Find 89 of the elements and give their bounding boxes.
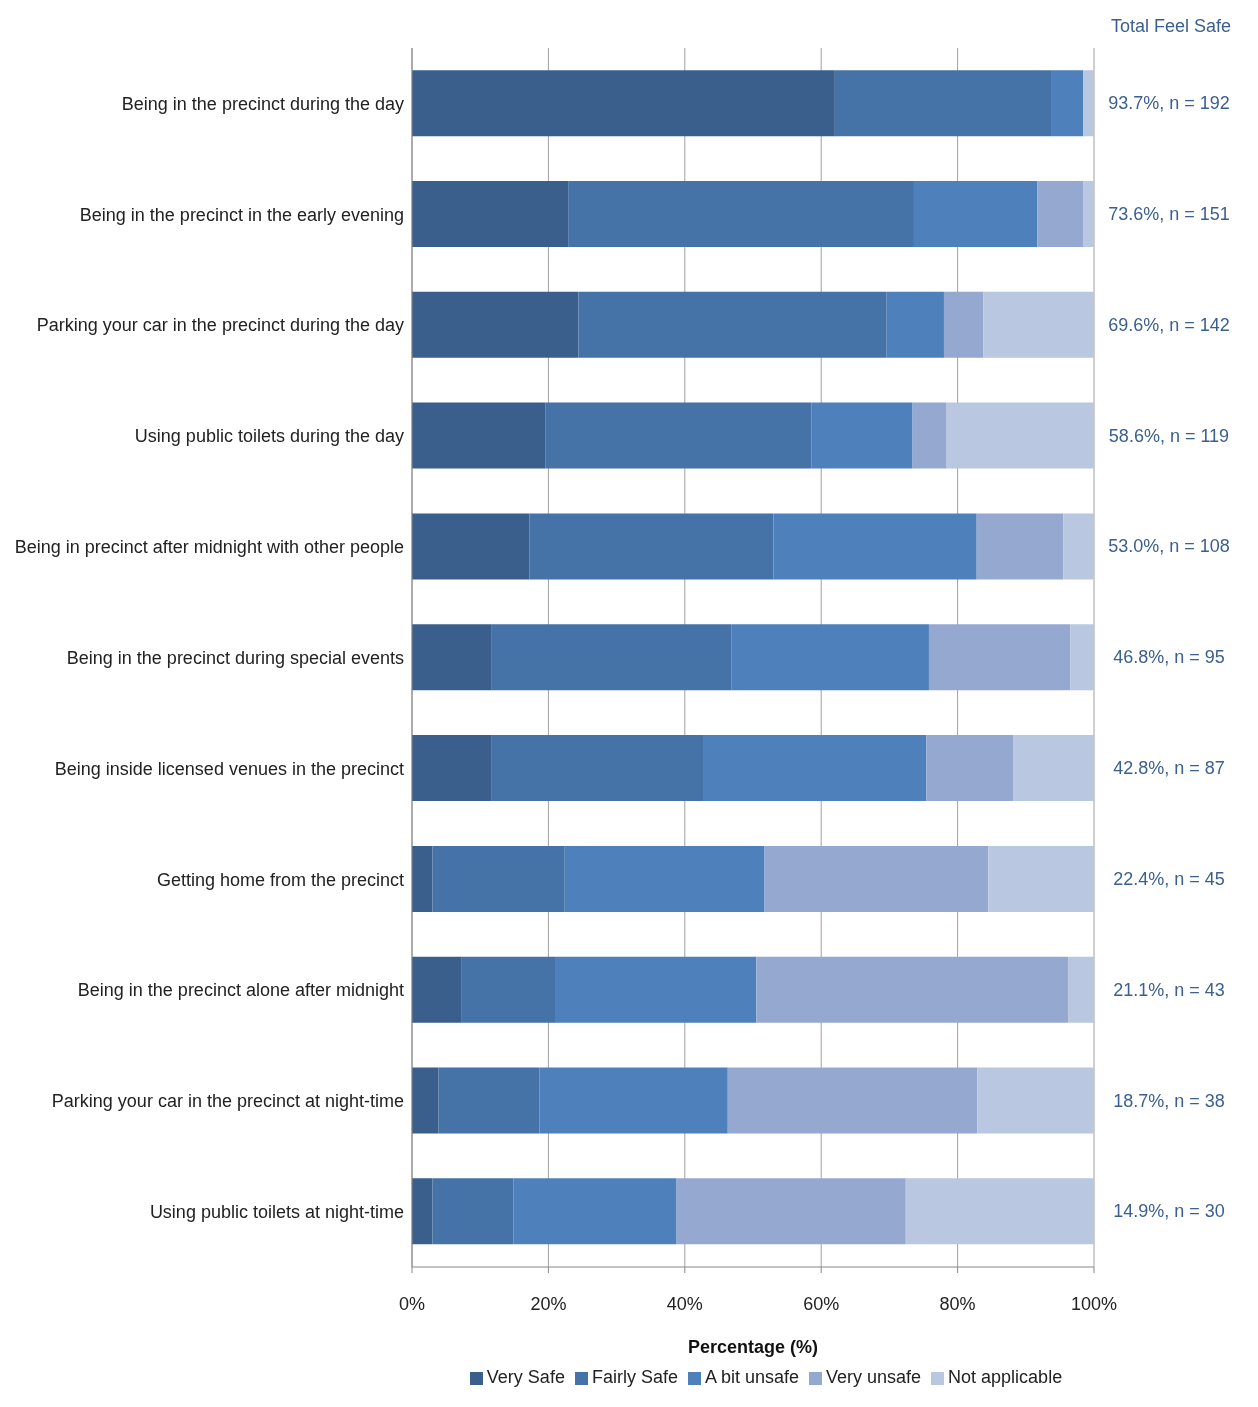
text: 69.6%, n = 142 <box>1108 314 1230 335</box>
bar <box>988 845 1094 912</box>
legend-label: Not applicable <box>948 1367 1063 1387</box>
y-tick-label: Getting home from the precinct <box>156 869 404 890</box>
y-tick-label: Being in the precinct alone after midnight <box>77 980 404 1001</box>
bar <box>539 1067 728 1134</box>
y-tick-label: Parking your car in the precinct during the day <box>36 315 404 336</box>
bar <box>811 402 913 469</box>
bar <box>731 624 929 691</box>
bar <box>1068 956 1094 1023</box>
x-tick-label: 100% <box>1070 1293 1118 1314</box>
text: 18.7%, n = 38 <box>1113 1090 1225 1111</box>
bar <box>412 845 433 912</box>
bar <box>491 735 704 802</box>
y-tick-label: Being in the precinct in the early evening <box>79 204 404 225</box>
text: 14.9%, n = 30 <box>1113 1201 1225 1222</box>
legend-label: A bit unsafe <box>704 1367 799 1387</box>
x-tick-label: 40% <box>666 1293 703 1314</box>
y-tick-label: Using public toilets at night-time <box>149 1201 404 1222</box>
bar <box>764 845 989 912</box>
bar <box>676 1178 906 1245</box>
text: 22.4%, n = 45 <box>1113 868 1225 889</box>
bar <box>555 956 757 1023</box>
bar <box>513 1178 677 1245</box>
bar <box>412 735 492 802</box>
y-tick-label: Parking your car in the precinct at night-time <box>51 1091 404 1112</box>
x-tick-label: 20% <box>530 1293 567 1314</box>
bar <box>432 1178 514 1245</box>
bar <box>912 402 947 469</box>
bar <box>983 291 1094 358</box>
text: 93.7%, n = 192 <box>1108 93 1230 114</box>
y-tick-label: Being in the precinct during the day <box>121 93 404 114</box>
legend-label: Very Safe <box>486 1367 565 1387</box>
bar <box>432 845 565 912</box>
bar <box>568 180 914 247</box>
text: 53.0%, n = 108 <box>1108 536 1230 557</box>
bar <box>703 735 927 802</box>
legend-label: Very unsafe <box>826 1367 922 1387</box>
bar <box>1070 624 1094 691</box>
y-tick-label: Being in the precinct during special events <box>66 647 404 668</box>
bar <box>756 956 1069 1023</box>
bar <box>886 291 944 358</box>
bar <box>727 1067 978 1134</box>
bar <box>976 513 1064 580</box>
bar <box>834 70 1052 137</box>
y-tick-label: Being inside licensed venues in the precinct <box>54 758 404 779</box>
bar <box>438 1067 540 1134</box>
bar <box>491 624 732 691</box>
bar <box>1063 513 1094 580</box>
bar <box>1037 180 1084 247</box>
text: 21.1%, n = 43 <box>1113 979 1225 1000</box>
text: 58.6%, n = 119 <box>1108 425 1230 446</box>
bar <box>1051 70 1084 137</box>
bar <box>412 956 462 1023</box>
bar <box>1083 70 1094 137</box>
bar <box>564 845 765 912</box>
bar <box>1083 180 1094 247</box>
x-tick-label: 60% <box>803 1293 840 1314</box>
bar <box>412 1067 439 1134</box>
x-tick-label: 80% <box>939 1293 976 1314</box>
bar <box>529 513 774 580</box>
y-tick-label: Using public toilets during the day <box>134 426 404 447</box>
bar <box>913 180 1038 247</box>
bar <box>905 1178 1094 1245</box>
bar <box>412 180 569 247</box>
text: 73.6%, n = 151 <box>1108 203 1230 224</box>
bar <box>928 624 1071 691</box>
text: 46.8%, n = 95 <box>1113 647 1225 668</box>
bar <box>977 1067 1094 1134</box>
bar <box>412 624 492 691</box>
bar <box>412 402 546 469</box>
bar <box>773 513 977 580</box>
bar <box>461 956 556 1023</box>
bar <box>545 402 812 469</box>
bar <box>412 70 835 137</box>
x-tick-label: 0% <box>398 1293 426 1314</box>
bar <box>412 1178 433 1245</box>
legend-label: Fairly Safe <box>591 1367 678 1387</box>
bar <box>1013 735 1094 802</box>
text: Total Feel Safe <box>1109 16 1233 37</box>
bar <box>946 402 1094 469</box>
bar <box>926 735 1014 802</box>
y-tick-label: Being in precinct after midnight with other people <box>14 537 404 558</box>
text: 42.8%, n = 87 <box>1113 758 1225 779</box>
bar <box>578 291 887 358</box>
bar <box>943 291 984 358</box>
bar <box>412 513 530 580</box>
x-axis-title: Percentage (%) <box>687 1337 819 1357</box>
bar <box>412 291 579 358</box>
